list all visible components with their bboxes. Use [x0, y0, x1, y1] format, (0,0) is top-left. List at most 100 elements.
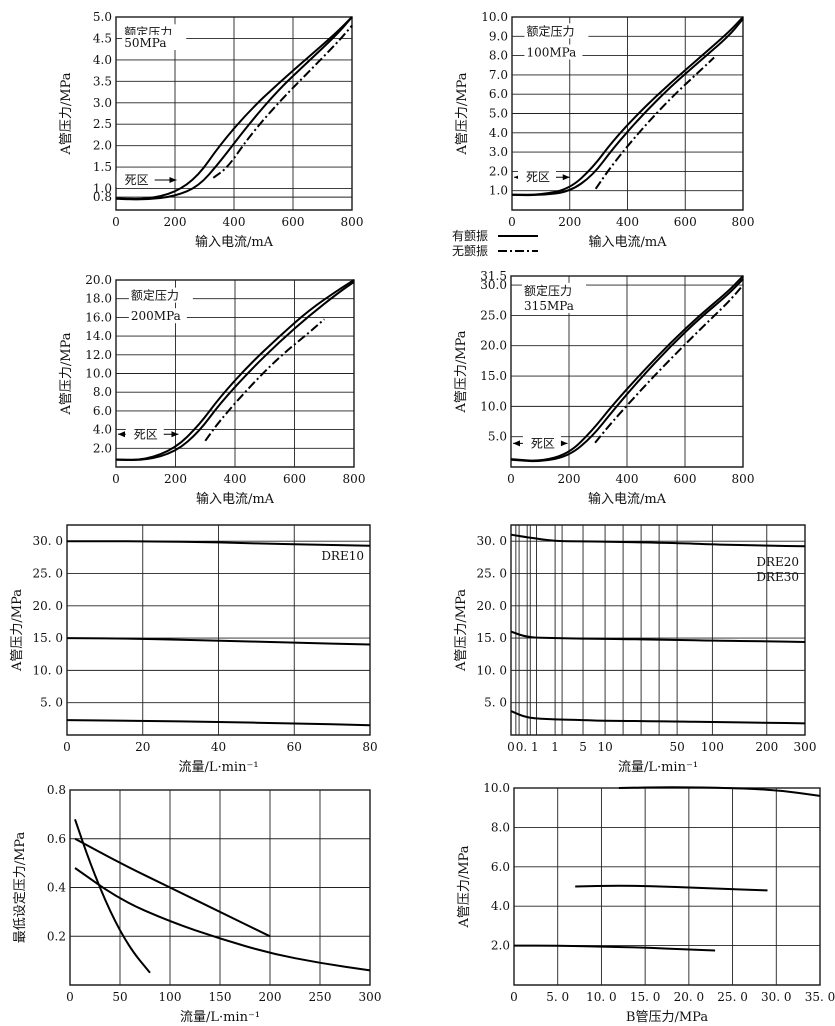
- chart-c6: 0 0. 1 1 5 10 50 100 200 300 5. 0 10. 0 15. 0 20. 0 2…: [454, 524, 816, 775]
- y-tick-label: 18.0: [85, 292, 112, 306]
- x-tick-label: 50: [669, 740, 684, 754]
- label-backdrop: [122, 35, 181, 51]
- series-line-2: [510, 278, 744, 463]
- y-tick-label: 20.0: [85, 273, 112, 287]
- x-tick-label: 0: [112, 472, 120, 486]
- x-tick-label: 40: [211, 740, 226, 754]
- x-axis-label: 流量/L·min⁻¹: [180, 1010, 260, 1025]
- chart-c4: 0 200 400 600 800 5.0 10.0 15.0 20.0 25.0 30.031.5…: [454, 269, 754, 507]
- rated-pressure-value: 50MPa: [124, 36, 166, 50]
- x-axis-label: 输入电流/mA: [196, 491, 275, 507]
- x-tick-label: 300: [359, 990, 382, 1004]
- series-line-3: [204, 318, 325, 442]
- y-tick-label: 0.8: [47, 783, 66, 797]
- x-tick-label: 600: [674, 472, 697, 486]
- series-line-1: [74, 818, 151, 974]
- arrowhead-right: [562, 174, 570, 181]
- y-axis-label: A管压力/MPa: [10, 589, 25, 672]
- y-tick-label: 10.0: [481, 10, 508, 24]
- series-line-3: [594, 284, 744, 444]
- y-tick-label: 5.0: [488, 430, 507, 444]
- x-tick-label: 10. 0: [586, 990, 617, 1004]
- y-tick-label: 20.0: [480, 339, 507, 353]
- x-tick-label: 200: [558, 472, 581, 486]
- y-axis-label: A管压力/MPa: [455, 72, 470, 155]
- y-tick-label: 10.0: [483, 781, 510, 795]
- label-backdrop: [128, 287, 193, 303]
- arrowhead-left: [118, 431, 125, 438]
- x-tick-label: 400: [616, 215, 639, 229]
- rated-pressure-value: 200MPa: [131, 309, 181, 323]
- x-tick-label: 10: [597, 740, 612, 754]
- y-tick-label: 15. 0: [476, 631, 507, 645]
- y-tick-label: 4.0: [489, 126, 508, 140]
- y-tick-label: 25. 0: [32, 566, 63, 580]
- y-tick-label: 6.0: [489, 87, 508, 101]
- label-backdrop: [517, 168, 556, 185]
- y-tick-label: 3.5: [93, 74, 112, 88]
- model-label: DRE30: [756, 570, 799, 584]
- x-tick-label: 0. 1: [516, 740, 539, 754]
- x-tick-label: 0: [66, 990, 74, 1004]
- chart-c8: 0 5. 0 10. 0 15. 0 20. 0 25. 0 30. 0 35. 0 2.0 4.…: [457, 781, 835, 1025]
- y-tick-label: 10.0: [85, 367, 112, 381]
- x-tick-label: 20: [135, 740, 150, 754]
- y-tick-label: 0.6: [47, 832, 66, 846]
- series-line-1: [67, 540, 371, 547]
- series-line-2: [511, 18, 744, 197]
- rated-pressure-value: 100MPa: [526, 46, 576, 60]
- y-tick-label: 0.4: [47, 881, 66, 895]
- x-tick-label: 100: [159, 990, 182, 1004]
- x-tick-label: 200: [558, 215, 581, 229]
- y-tick-label: 15.0: [480, 369, 507, 383]
- series-line-2: [74, 837, 271, 938]
- x-tick-label: 400: [616, 472, 639, 486]
- rated-pressure-label: 额定压力: [526, 23, 574, 38]
- legend-label: 有颤振: [452, 229, 488, 243]
- series-line-2: [115, 281, 355, 462]
- y-tick-label: 8.0: [489, 49, 508, 63]
- chart-c1: 0 200 400 600 800 0.81.0 1.5 2.0 2.5 3.0 3.5 4.0 4.5…: [59, 10, 363, 250]
- x-axis-label: 流量/L·min⁻¹: [178, 760, 258, 775]
- series-line-2: [510, 630, 806, 643]
- arrowhead-left: [513, 440, 520, 447]
- chart-c7: 0 50 100 150 200 250 300 0.2 0.4 0.6 0.8 流量/L·min⁻¹…: [13, 783, 381, 1025]
- x-tick-label: 200: [259, 990, 282, 1004]
- x-tick-label: 400: [224, 472, 247, 486]
- x-axis-label: B管压力/MPa: [626, 1010, 708, 1025]
- series-line-3: [594, 56, 715, 190]
- y-tick-label: 8.0: [93, 385, 112, 399]
- y-tick-label: 2.0: [93, 139, 112, 153]
- x-tick-label: 0: [510, 990, 518, 1004]
- series-line-2: [575, 884, 768, 892]
- y-tick-label: 10. 0: [32, 663, 63, 677]
- x-axis-label: 输入电流/mA: [588, 234, 667, 250]
- series-line-3: [510, 710, 806, 725]
- dead-zone-label: 死区: [134, 427, 158, 441]
- x-axis-label: 流量/L·min⁻¹: [618, 760, 698, 775]
- x-tick-label: 200: [164, 472, 187, 486]
- x-tick-label: 400: [223, 215, 246, 229]
- x-tick-label: 0: [508, 215, 516, 229]
- dead-zone-label: 死区: [531, 436, 555, 450]
- y-tick-label: 5. 0: [484, 696, 507, 710]
- x-tick-label: 25. 0: [717, 990, 748, 1004]
- x-tick-label: 800: [341, 215, 364, 229]
- legend-label: 无颤振: [452, 244, 488, 258]
- x-tick-label: 35. 0: [805, 990, 835, 1004]
- y-tick-label: 4.0: [491, 899, 510, 913]
- y-tick-label: 3.0: [93, 96, 112, 110]
- y-tick-label: 0.2: [47, 929, 66, 943]
- x-axis-label: 输入电流/mA: [588, 491, 667, 507]
- chart-c3: 0 200 400 600 800 2.0 4.0 6.0 8.0 10.0 12.0 14.0 16.…: [59, 273, 365, 507]
- y-tick-label: 25.0: [480, 308, 507, 322]
- x-tick-label: 0: [112, 215, 120, 229]
- y-axis-label: A管压力/MPa: [59, 332, 74, 415]
- rated-pressure-label: 额定压力: [524, 283, 572, 298]
- label-backdrop: [522, 434, 561, 451]
- y-tick-label: 10.0: [480, 399, 507, 413]
- y-tick-label: 2.0: [93, 441, 112, 455]
- y-tick-label: 7.0: [489, 68, 508, 82]
- series-line-2: [115, 16, 353, 201]
- series-line-3: [513, 944, 716, 952]
